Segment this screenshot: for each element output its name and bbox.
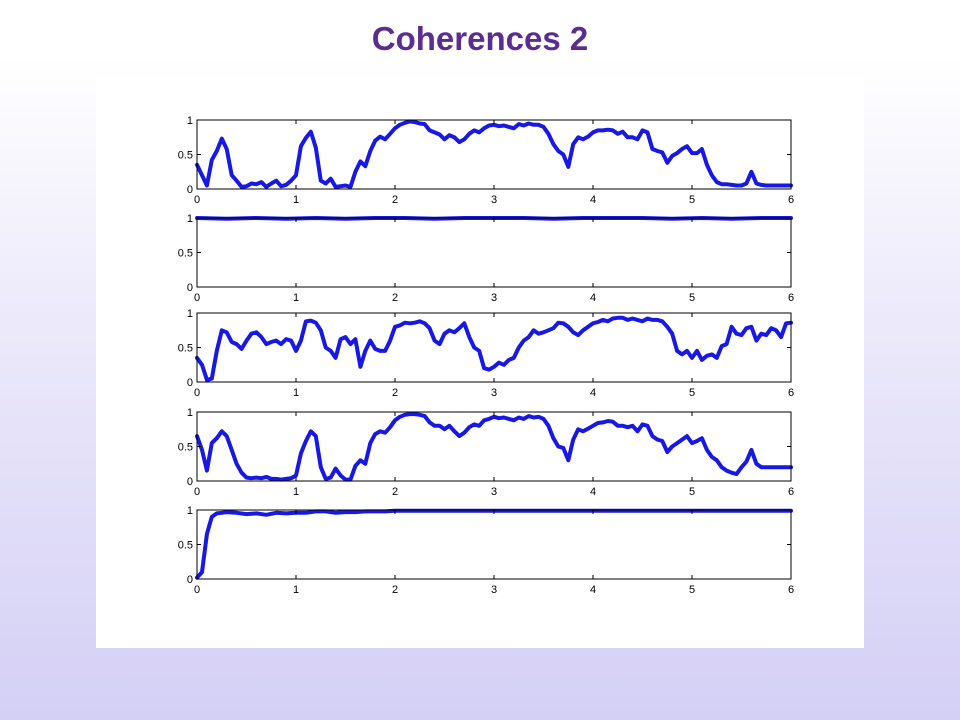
y-tick-label: 0 xyxy=(187,184,193,196)
x-tick-label: 1 xyxy=(293,292,299,304)
axes-box-5 xyxy=(196,509,792,580)
x-tick-label: 1 xyxy=(293,584,299,596)
x-tick-label: 3 xyxy=(491,486,497,498)
y-tick-label: 0 xyxy=(187,476,193,488)
x-tick-label: 4 xyxy=(590,292,596,304)
subplot-5: 0 1 2 3 4 5 6 0 0.5 1 xyxy=(178,505,794,596)
y-tick-label: 0 xyxy=(187,282,193,294)
series-line-4 xyxy=(195,412,793,482)
y-tick-label: 0 xyxy=(187,377,193,389)
x-tick-label: 5 xyxy=(689,387,695,399)
series-line-3 xyxy=(195,315,793,382)
x-tick-label: 5 xyxy=(689,292,695,304)
subplot-2: 0 1 2 3 4 5 6 0 0.5 1 xyxy=(178,213,794,304)
x-tick-label: 6 xyxy=(788,387,794,399)
x-tick-label: 3 xyxy=(491,292,497,304)
x-tick-label: 0 xyxy=(194,486,200,498)
x-tick-label: 3 xyxy=(491,584,497,596)
y-tick-label: 0.5 xyxy=(178,343,193,355)
series-line-1 xyxy=(195,119,793,189)
axes-box-2 xyxy=(196,217,792,288)
y-tick-label: 1 xyxy=(187,407,193,419)
y-tick-label: 0.5 xyxy=(178,248,193,260)
x-tick-label: 1 xyxy=(293,387,299,399)
x-tick-label: 0 xyxy=(194,387,200,399)
x-tick-label: 1 xyxy=(293,194,299,206)
x-tick-label: 1 xyxy=(293,486,299,498)
x-tick-label: 6 xyxy=(788,584,794,596)
x-tick-label: 4 xyxy=(590,486,596,498)
axes-box-3 xyxy=(196,312,792,383)
x-tick-label: 3 xyxy=(491,387,497,399)
y-tick-label: 0 xyxy=(187,574,193,586)
x-tick-label: 0 xyxy=(194,584,200,596)
x-tick-label: 6 xyxy=(788,486,794,498)
slide-title: Coherences 2 xyxy=(371,20,589,57)
axes-box-4 xyxy=(196,411,792,482)
x-tick-label: 2 xyxy=(392,486,398,498)
x-tick-label: 5 xyxy=(689,194,695,206)
x-tick-label: 5 xyxy=(689,584,695,596)
y-tick-label: 0.5 xyxy=(178,150,193,162)
x-tick-label: 2 xyxy=(392,387,398,399)
x-tick-label: 2 xyxy=(392,292,398,304)
y-tick-label: 1 xyxy=(187,505,193,517)
y-tick-label: 1 xyxy=(187,308,193,320)
x-tick-label: 0 xyxy=(194,194,200,206)
x-tick-label: 5 xyxy=(689,486,695,498)
x-tick-label: 6 xyxy=(788,292,794,304)
x-tick-label: 3 xyxy=(491,194,497,206)
x-tick-label: 2 xyxy=(392,584,398,596)
y-tick-label: 0.5 xyxy=(178,442,193,454)
x-tick-label: 6 xyxy=(788,194,794,206)
x-tick-label: 4 xyxy=(590,584,596,596)
x-tick-label: 4 xyxy=(590,387,596,399)
subplot-4: 0 1 2 3 4 5 6 0 0.5 1 xyxy=(178,407,794,498)
x-tick-label: 0 xyxy=(194,292,200,304)
x-tick-label: 2 xyxy=(392,194,398,206)
series-line-5 xyxy=(195,508,793,580)
subplot-1: 0 1 2 3 4 5 6 0 0.5 1 xyxy=(178,115,794,206)
y-tick-label: 1 xyxy=(187,213,193,225)
y-tick-label: 1 xyxy=(187,115,193,127)
subplot-3: 0 1 2 3 4 5 6 0 0.5 1 xyxy=(178,308,794,399)
figure-panel: 0 1 2 3 4 5 6 0 0.5 1 0 1 2 3 4 5 6 0 0.5 1 0 1 2 3 4 5 6 0 0.5 1 0 1 2 3… xyxy=(96,76,864,648)
x-tick-label: 4 xyxy=(590,194,596,206)
y-tick-label: 0.5 xyxy=(178,540,193,552)
coherence-plots: 0 1 2 3 4 5 600.510 1 2 3 4 5 600.510 1 2 3 4 5 600.510 1 2 3… xyxy=(178,115,794,596)
